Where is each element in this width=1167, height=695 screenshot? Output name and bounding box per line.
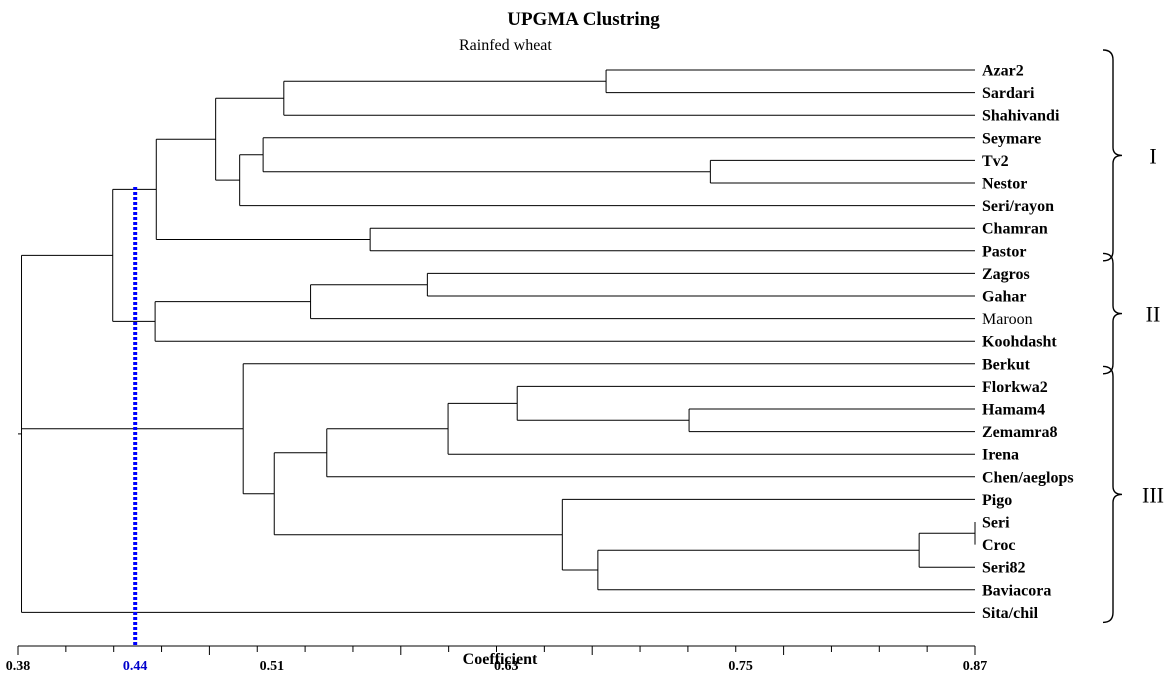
leaf-label: Hamam4: [982, 402, 1045, 419]
leaf-label: Seri: [982, 515, 1010, 532]
chart-subtitle: Rainfed wheat: [459, 37, 552, 54]
group-label: II: [1146, 302, 1161, 327]
x-axis-title: Coefficient: [462, 651, 538, 668]
leaf-label: Gahar: [982, 289, 1026, 306]
chart-title: UPGMA Clustring: [507, 9, 660, 30]
leaf-label: Baviacora: [982, 582, 1051, 599]
leaf-label: Sita/chil: [982, 605, 1039, 622]
leaf-label: Nestor: [982, 176, 1027, 193]
leaf-label: Seri/rayon: [982, 198, 1054, 215]
leaf-label: Pastor: [982, 243, 1026, 260]
leaf-label: Zagros: [982, 266, 1030, 283]
x-tick-label: 0.38: [6, 659, 31, 674]
leaf-label: Croc: [982, 537, 1015, 554]
leaf-label: Seymare: [982, 130, 1041, 147]
leaf-label: Chen/aeglops: [982, 469, 1074, 486]
x-axis: 0.38 0.44 0.51 0.63 0.75 0.87: [6, 645, 988, 674]
leaf-label: Koohdasht: [982, 334, 1057, 351]
group-label: I: [1149, 143, 1156, 168]
leaf-label: Azar2: [982, 63, 1024, 80]
x-tick-label: 0.87: [963, 659, 988, 674]
leaf-label: Shahivandi: [982, 108, 1060, 125]
leaf-label: Pigo: [982, 492, 1012, 509]
leaf-label: Irena: [982, 447, 1019, 464]
group-label: III: [1142, 482, 1164, 507]
leaf-label: Seri82: [982, 560, 1026, 577]
leaf-label: Chamran: [982, 221, 1048, 238]
leaf-label: Berkut: [982, 356, 1031, 373]
group-bracket: [1102, 49, 1123, 262]
x-tick-label: 0.63: [494, 659, 519, 674]
branches-layer: [18, 69, 976, 613]
leaf-labels-layer: Azar2 Sardari Shahivandi Seymare Tv2 Nestor Se…: [982, 63, 1074, 622]
leaf-label: Maroon: [982, 311, 1033, 328]
x-tick-label: 0.75: [728, 659, 753, 674]
group-bracket: [1102, 365, 1123, 624]
leaf-label: Tv2: [982, 153, 1009, 170]
x-tick-label: 0.51: [260, 659, 285, 674]
x-tick-label: 0.44: [123, 659, 148, 674]
group-bracket: [1102, 252, 1123, 375]
leaf-label: Sardari: [982, 85, 1035, 102]
leaf-label: Florkwa2: [982, 379, 1048, 396]
leaf-label: Zemamra8: [982, 424, 1058, 441]
